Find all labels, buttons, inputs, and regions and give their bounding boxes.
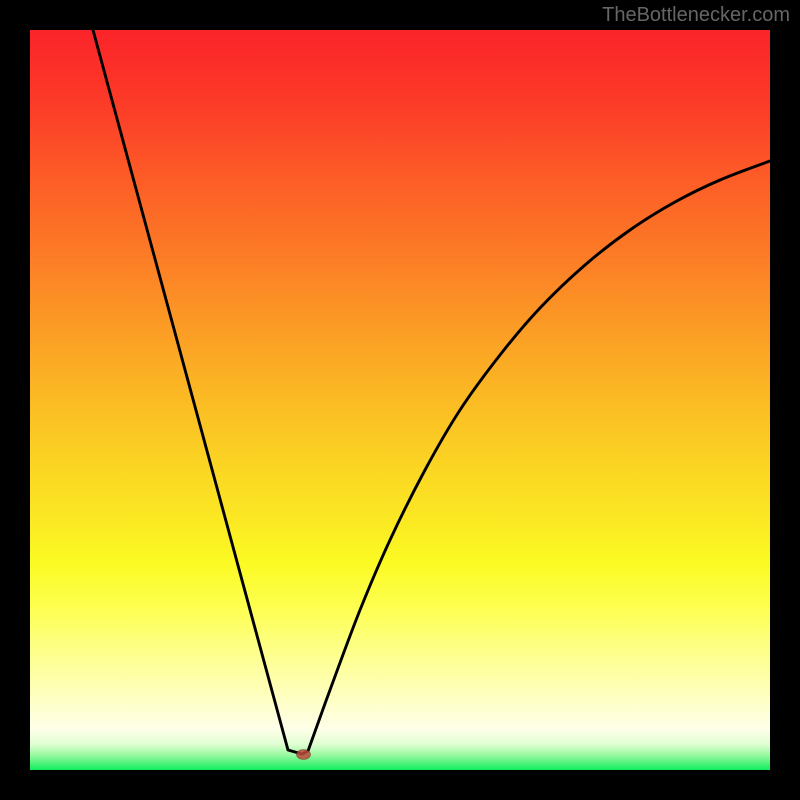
chart-container: TheBottlenecker.com (0, 0, 800, 800)
chart-svg (30, 30, 770, 770)
sweet-spot-marker (297, 750, 311, 760)
watermark-text: TheBottlenecker.com (602, 4, 790, 27)
plot-area (30, 30, 770, 770)
